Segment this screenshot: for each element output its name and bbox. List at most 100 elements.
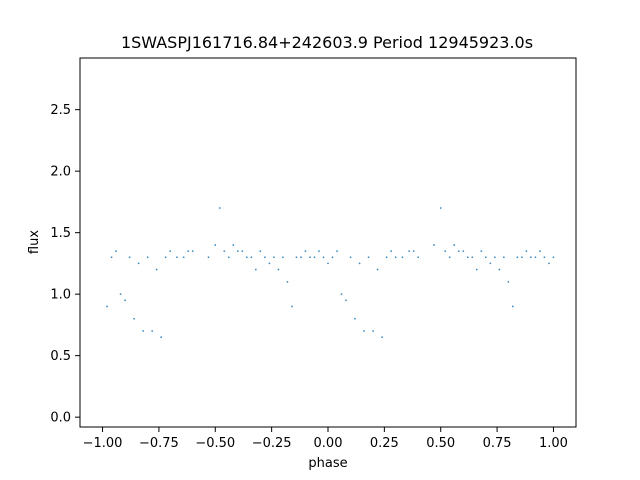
data-point bbox=[236, 250, 239, 253]
data-point bbox=[304, 250, 307, 253]
data-point bbox=[119, 293, 122, 296]
data-point bbox=[300, 256, 302, 259]
data-point bbox=[548, 262, 550, 265]
data-point bbox=[439, 207, 442, 209]
data-point bbox=[507, 280, 510, 283]
data-point bbox=[232, 244, 235, 246]
data-point bbox=[272, 256, 275, 259]
y-axis-label: flux bbox=[27, 230, 42, 254]
data-point bbox=[142, 330, 145, 332]
x-tick-label: 0.75 bbox=[483, 436, 512, 451]
data-point bbox=[489, 262, 492, 265]
y-tick-label: 2.0 bbox=[50, 165, 71, 180]
data-point bbox=[318, 250, 320, 253]
data-point bbox=[543, 256, 546, 259]
data-point bbox=[390, 250, 393, 253]
data-point bbox=[313, 256, 316, 259]
data-point bbox=[282, 256, 284, 259]
data-point bbox=[340, 293, 343, 296]
data-point bbox=[182, 256, 185, 259]
x-axis-label: phase bbox=[308, 456, 347, 471]
data-point bbox=[484, 256, 487, 259]
data-point bbox=[291, 305, 293, 308]
data-point bbox=[124, 299, 126, 302]
y-tick-label: 0.5 bbox=[50, 349, 71, 364]
data-point bbox=[457, 250, 460, 253]
x-tick-label: 0.00 bbox=[314, 436, 343, 451]
data-point bbox=[349, 256, 352, 259]
data-point bbox=[254, 268, 257, 271]
data-point bbox=[530, 256, 532, 259]
data-point bbox=[227, 256, 230, 259]
data-point bbox=[363, 330, 365, 332]
data-point bbox=[444, 250, 447, 253]
data-point bbox=[498, 268, 501, 271]
data-point bbox=[385, 256, 388, 259]
y-tick-label: 1.0 bbox=[50, 288, 71, 303]
data-point bbox=[160, 336, 163, 339]
data-point bbox=[552, 256, 555, 259]
plot-frame bbox=[79, 57, 577, 428]
y-tick-label: 0.0 bbox=[50, 411, 71, 426]
data-point bbox=[372, 330, 374, 332]
data-point bbox=[218, 207, 221, 209]
data-point bbox=[345, 299, 347, 302]
x-tick-label: −0.50 bbox=[195, 436, 235, 451]
x-tick-label: 1.00 bbox=[539, 436, 568, 451]
data-point bbox=[516, 256, 519, 259]
data-point bbox=[448, 256, 451, 259]
data-point bbox=[133, 317, 136, 320]
x-tick-label: −0.25 bbox=[252, 436, 292, 451]
x-axis: −1.00 −0.75 −0.50 −0.25 0.00 0.25 0.50 0.75 1.00 bbox=[83, 427, 568, 451]
x-tick-label: 0.50 bbox=[426, 436, 455, 451]
y-tick-label: 2.5 bbox=[50, 103, 71, 118]
data-point bbox=[241, 250, 244, 253]
data-point bbox=[245, 256, 248, 259]
data-point bbox=[354, 317, 356, 320]
data-point bbox=[259, 250, 262, 253]
data-point bbox=[322, 256, 325, 259]
y-tick-label: 1.5 bbox=[50, 226, 71, 241]
data-point bbox=[453, 244, 456, 246]
x-tick-label: −1.00 bbox=[83, 436, 123, 451]
y-axis: 0.0 0.5 1.0 1.5 2.0 2.5 bbox=[50, 103, 80, 426]
data-point bbox=[106, 305, 108, 308]
data-point bbox=[155, 268, 158, 271]
data-point bbox=[493, 256, 496, 259]
data-point bbox=[250, 256, 253, 259]
data-point bbox=[520, 256, 523, 259]
data-point bbox=[367, 256, 370, 259]
data-point bbox=[471, 256, 474, 259]
data-point bbox=[433, 244, 435, 246]
data-point bbox=[480, 250, 483, 253]
data-point bbox=[381, 336, 384, 339]
data-point bbox=[268, 262, 271, 265]
data-point bbox=[466, 256, 469, 259]
data-point bbox=[137, 262, 140, 265]
data-point bbox=[146, 256, 149, 259]
data-point bbox=[110, 256, 113, 259]
data-point bbox=[525, 250, 528, 253]
data-point bbox=[462, 250, 465, 253]
data-point bbox=[176, 256, 178, 259]
data-point bbox=[191, 250, 194, 253]
data-point bbox=[309, 256, 311, 259]
data-point bbox=[151, 330, 154, 332]
data-point bbox=[358, 262, 361, 265]
x-tick-label: 0.25 bbox=[370, 436, 399, 451]
data-point bbox=[412, 250, 415, 253]
data-point bbox=[502, 256, 505, 259]
data-point bbox=[128, 256, 131, 259]
data-point bbox=[169, 250, 172, 253]
data-point bbox=[331, 256, 334, 259]
x-tick-label: −0.75 bbox=[139, 436, 179, 451]
data-point bbox=[511, 305, 514, 308]
data-point bbox=[534, 256, 537, 259]
data-point bbox=[408, 250, 411, 253]
data-point bbox=[223, 250, 226, 253]
data-point bbox=[277, 268, 280, 271]
data-point bbox=[295, 256, 298, 259]
data-point bbox=[394, 256, 397, 259]
data-point bbox=[286, 280, 289, 283]
